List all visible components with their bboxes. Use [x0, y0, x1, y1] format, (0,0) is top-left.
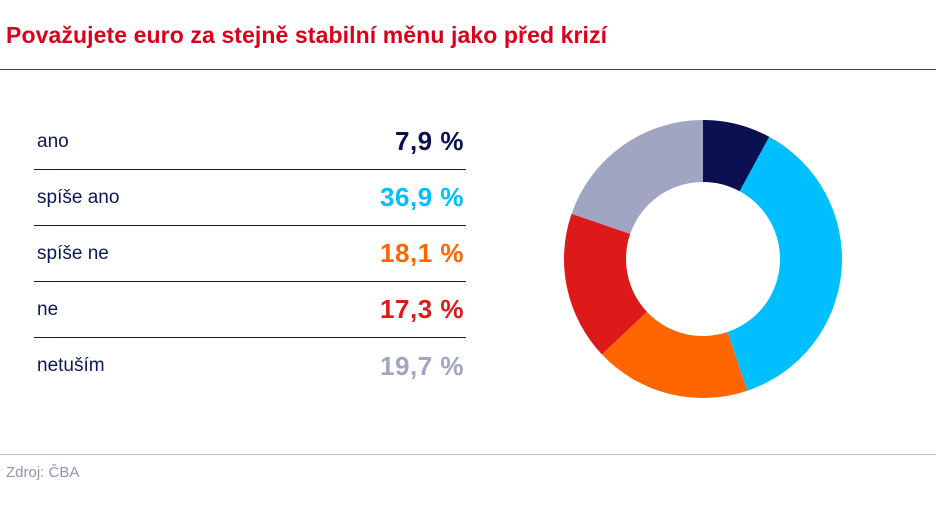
- legend-row: ne 17,3 %: [34, 282, 466, 338]
- donut-slice: [727, 136, 842, 391]
- legend-label: ano: [37, 130, 69, 152]
- legend-row: ano 7,9 %: [34, 114, 466, 170]
- legend-row: spíše ne 18,1 %: [34, 226, 466, 282]
- legend-table: ano 7,9 % spíše ano 36,9 % spíše ne 18,1 % ne 1…: [34, 114, 466, 394]
- title-divider: [0, 69, 936, 70]
- legend-label: spíše ne: [37, 242, 109, 264]
- chart-title: Považujete euro za stejně stabilní měnu …: [6, 22, 608, 48]
- source-note: Zdroj: ČBA: [6, 464, 80, 481]
- legend-row: netuším 19,7 %: [34, 338, 466, 394]
- donut-slice: [703, 120, 770, 192]
- donut-slice: [601, 311, 748, 398]
- legend-label: spíše ano: [37, 186, 120, 208]
- legend-row: spíše ano 36,9 %: [34, 170, 466, 226]
- donut-slice: [571, 120, 703, 234]
- legend-label: ne: [37, 298, 59, 320]
- legend-label: netuším: [37, 355, 105, 376]
- footer-divider: [0, 454, 936, 455]
- donut-chart: [562, 118, 844, 400]
- data-label: 7,9 %: [395, 126, 464, 156]
- donut-chart-svg: [564, 120, 842, 398]
- data-label: 17,3 %: [380, 294, 464, 324]
- data-label: 19,7 %: [380, 350, 464, 381]
- data-label: 18,1 %: [380, 238, 464, 268]
- data-label: 36,9 %: [380, 182, 464, 212]
- donut-slice: [564, 213, 647, 355]
